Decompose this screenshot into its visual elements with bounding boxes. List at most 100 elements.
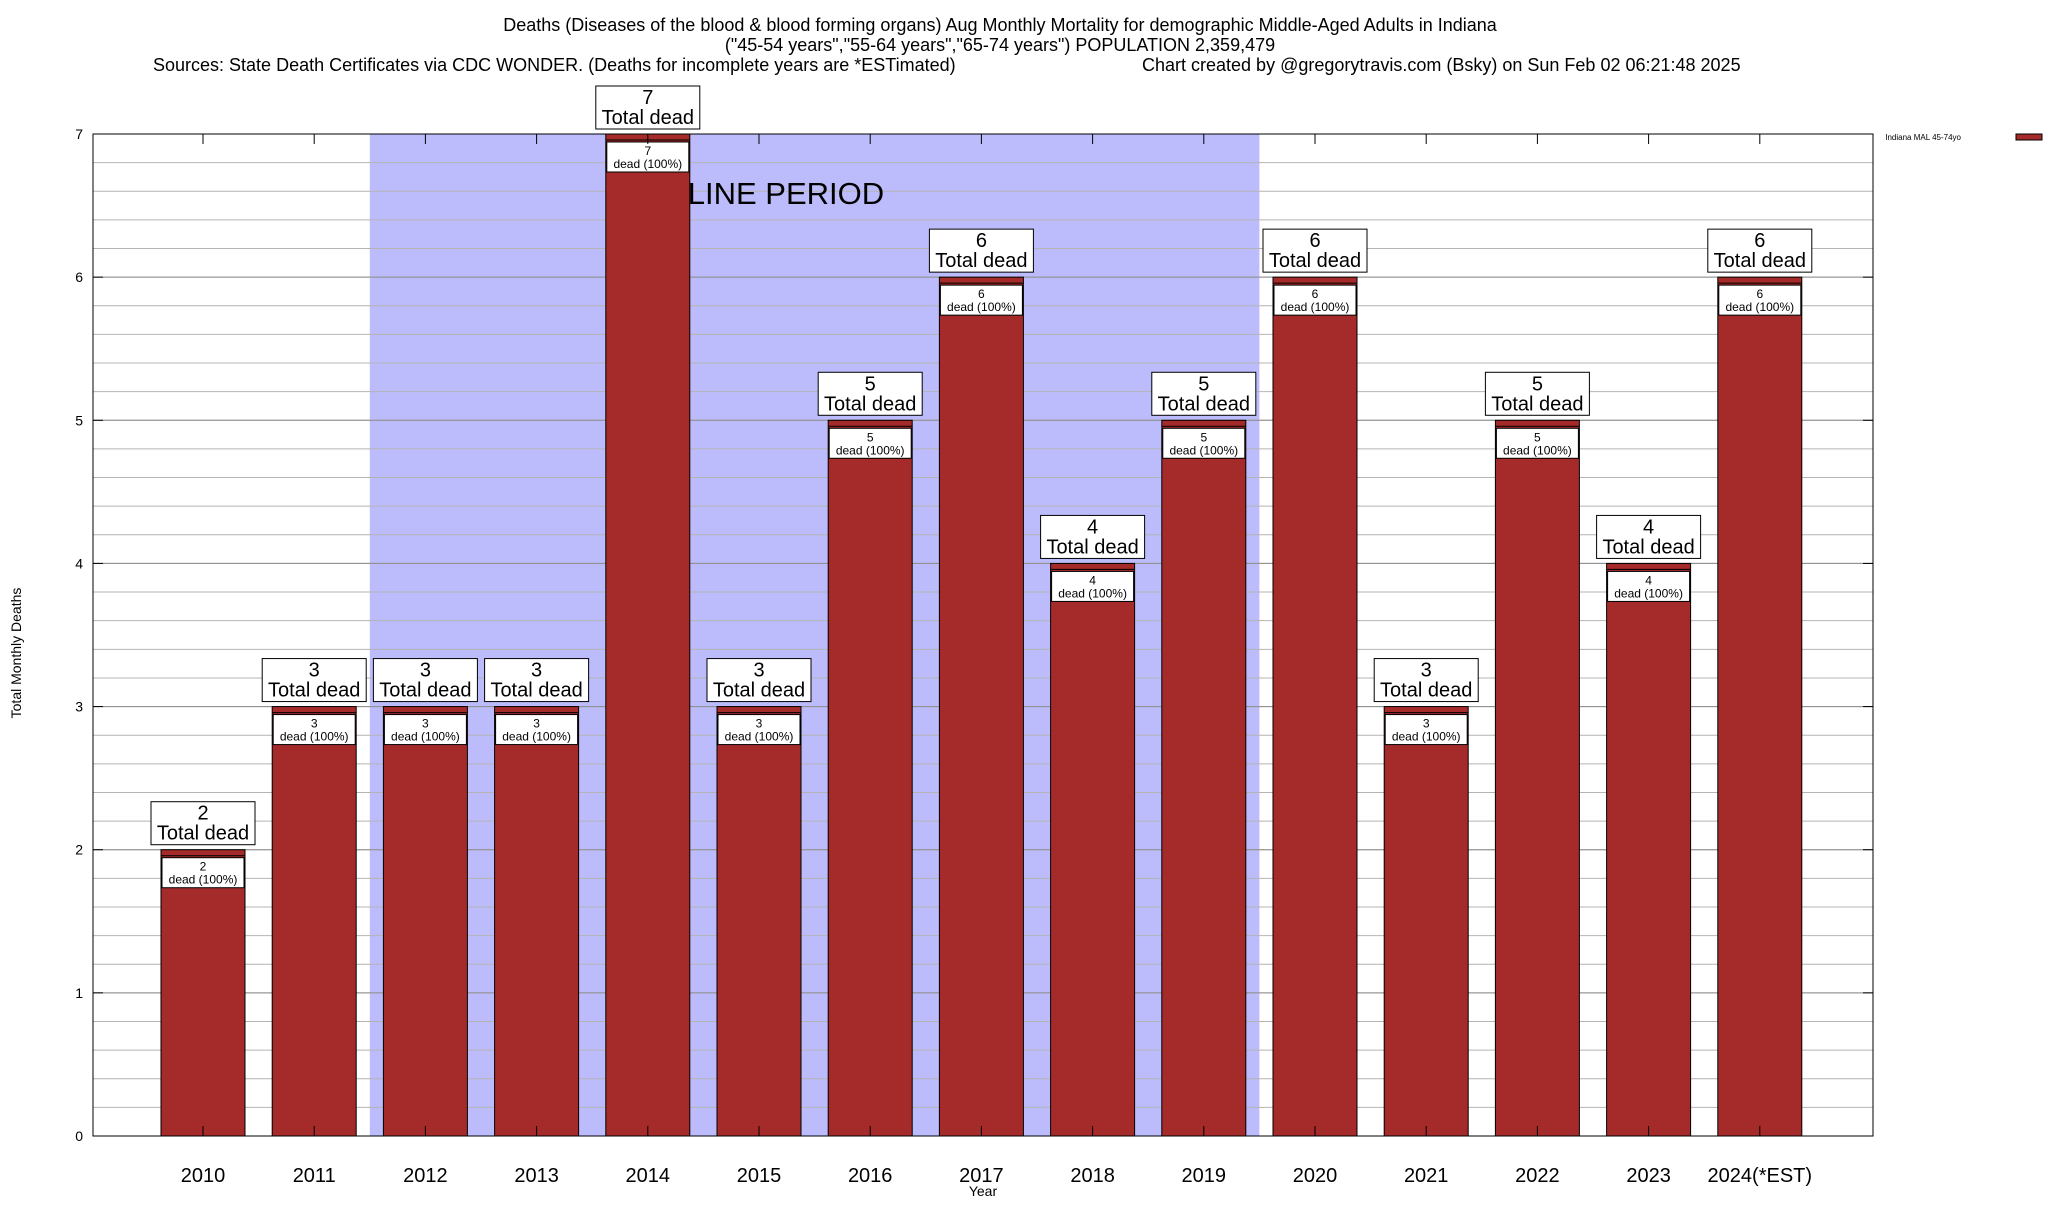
x-tick-label: 2015 xyxy=(737,1165,782,1187)
total-value-label: 3 xyxy=(420,660,431,682)
plot-frame xyxy=(92,133,1874,1137)
total-box xyxy=(595,85,701,130)
total-text-label: Total dead xyxy=(602,107,694,129)
total-value-label: 3 xyxy=(531,660,542,682)
bar-value-label: 7 xyxy=(644,144,651,158)
bar-value-label: 6 xyxy=(978,287,985,301)
total-box xyxy=(1262,228,1368,273)
bar-value-box xyxy=(1051,570,1135,602)
bar xyxy=(494,706,580,1137)
bar xyxy=(1161,419,1247,1137)
x-tick-label: 2019 xyxy=(1182,1165,1227,1187)
bar-value-box xyxy=(383,714,467,746)
y-tick-label: 0 xyxy=(75,1128,83,1144)
bar-value-label: 5 xyxy=(1534,430,1541,444)
total-text-label: Total dead xyxy=(1046,536,1138,558)
bar-value-label: 4 xyxy=(1645,573,1652,587)
x-tick-label: 2022 xyxy=(1515,1165,1560,1187)
bar xyxy=(1050,562,1136,1137)
legend: Indiana MAL 45-74yo xyxy=(1885,133,2043,142)
bar-percent-label: dead (100%) xyxy=(1725,300,1794,314)
chart-sources: Sources: State Death Certificates via CD… xyxy=(153,55,956,75)
bar-value-box xyxy=(1718,284,1802,316)
bar-value-label: 4 xyxy=(1089,573,1096,587)
total-text-label: Total dead xyxy=(1158,393,1250,415)
bar xyxy=(605,133,691,1137)
total-value-label: 6 xyxy=(1754,230,1765,252)
bar-value-box xyxy=(606,141,690,173)
bar-value-box xyxy=(828,427,912,459)
y-tick-label: 7 xyxy=(75,126,83,142)
bar-value-label: 2 xyxy=(200,860,207,874)
total-value-label: 6 xyxy=(976,230,987,252)
bar-value-label: 6 xyxy=(1312,287,1319,301)
bar-value-box xyxy=(1384,714,1468,746)
bar-value-box xyxy=(1607,570,1691,602)
bar-percent-label: dead (100%) xyxy=(947,300,1016,314)
total-text-label: Total dead xyxy=(490,680,582,702)
bar xyxy=(827,419,913,1137)
total-value-label: 6 xyxy=(1309,230,1320,252)
total-value-label: 5 xyxy=(865,373,876,395)
x-tick-label: 2024(*EST) xyxy=(1708,1165,1813,1187)
y-tick-label: 1 xyxy=(75,985,83,1001)
total-value-label: 3 xyxy=(309,660,320,682)
bar-value-box xyxy=(161,857,245,889)
total-box xyxy=(372,658,478,703)
x-tick-label: 2016 xyxy=(848,1165,893,1187)
bar xyxy=(1717,276,1803,1137)
bar-value-label: 3 xyxy=(422,717,429,731)
bar-percent-label: dead (100%) xyxy=(1169,443,1238,457)
bar xyxy=(1606,562,1692,1137)
bar-value-box xyxy=(939,284,1023,316)
bar-percent-label: dead (100%) xyxy=(280,730,349,744)
total-value-label: 3 xyxy=(1421,660,1432,682)
chart-subtitle: ("45-54 years","55-64 years","65-74 year… xyxy=(725,35,1275,55)
total-text-label: Total dead xyxy=(935,250,1027,272)
y-tick-label: 2 xyxy=(75,842,83,858)
total-text-label: Total dead xyxy=(1602,536,1694,558)
bar-percent-label: dead (100%) xyxy=(1058,586,1127,600)
x-tick-label: 2023 xyxy=(1626,1165,1671,1187)
x-tick-label: 2021 xyxy=(1404,1165,1449,1187)
bar-percent-label: dead (100%) xyxy=(1614,586,1683,600)
total-value-label: 7 xyxy=(642,87,653,109)
x-tick-label: 2020 xyxy=(1293,1165,1338,1187)
total-text-label: Total dead xyxy=(1380,680,1472,702)
bar xyxy=(382,706,468,1137)
y-tick-label: 4 xyxy=(75,555,83,571)
total-value-label: 3 xyxy=(753,660,764,682)
total-box xyxy=(1484,371,1590,416)
bar-percent-label: dead (100%) xyxy=(836,443,905,457)
total-value-label: 5 xyxy=(1532,373,1543,395)
bar xyxy=(1494,419,1580,1137)
bar-percent-label: dead (100%) xyxy=(1503,443,1572,457)
total-box xyxy=(1596,514,1702,559)
total-value-label: 5 xyxy=(1198,373,1209,395)
total-box xyxy=(484,658,590,703)
bar-percent-label: dead (100%) xyxy=(1281,300,1350,314)
total-text-label: Total dead xyxy=(157,823,249,845)
bar-percent-label: dead (100%) xyxy=(725,730,794,744)
bar-value-box xyxy=(1273,284,1357,316)
x-tick-label: 2018 xyxy=(1070,1165,1115,1187)
x-tick-label: 2012 xyxy=(403,1165,448,1187)
y-axis-title: Total Monthly Deaths xyxy=(8,588,24,719)
y-tick-label: 5 xyxy=(75,412,83,428)
legend-label: Indiana MAL 45-74yo xyxy=(1885,133,1961,142)
total-text-label: Total dead xyxy=(824,393,916,415)
total-box xyxy=(1040,514,1146,559)
total-text-label: Total dead xyxy=(713,680,805,702)
x-tick-label: 2010 xyxy=(181,1165,226,1187)
bar-value-box xyxy=(1495,427,1579,459)
total-value-label: 4 xyxy=(1643,516,1654,538)
bar xyxy=(160,849,246,1137)
bar-value-label: 3 xyxy=(311,717,318,731)
bar-value-label: 5 xyxy=(1200,430,1207,444)
total-box xyxy=(706,658,812,703)
bar-value-box xyxy=(495,714,579,746)
x-tick-label: 2013 xyxy=(514,1165,559,1187)
total-box xyxy=(928,228,1034,273)
